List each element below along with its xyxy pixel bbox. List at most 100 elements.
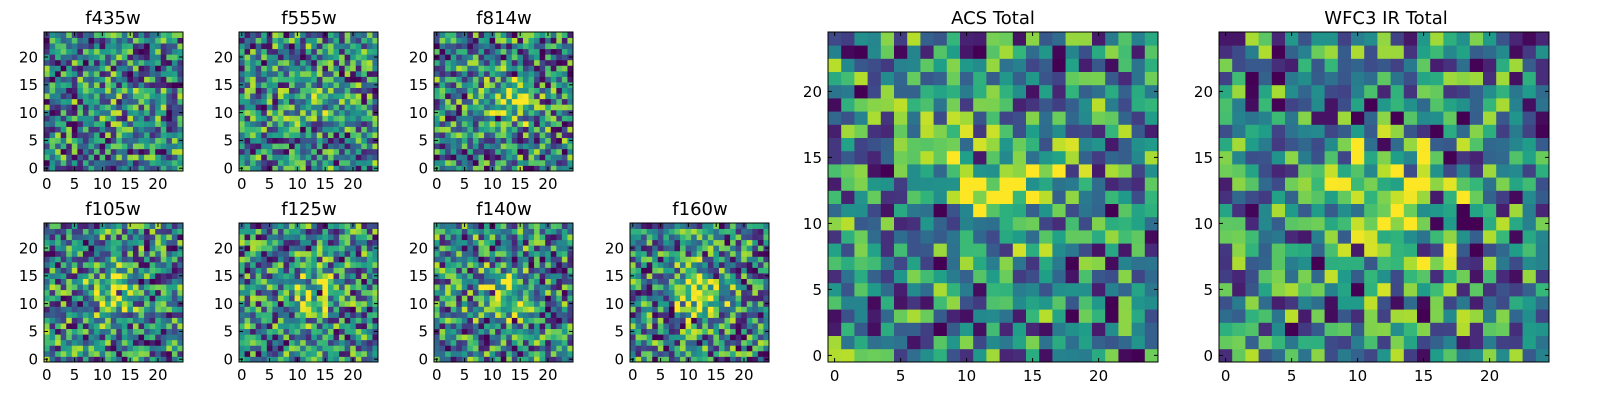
heatmap-cell — [545, 115, 552, 122]
heatmap-cell — [283, 126, 290, 133]
heatmap-cell — [239, 59, 245, 66]
heatmap-cell — [534, 223, 541, 229]
heatmap-cell — [489, 43, 496, 50]
heatmap-cell — [327, 82, 334, 88]
heatmap-cell — [244, 317, 251, 324]
y-tick-label: 0 — [223, 159, 233, 177]
heatmap-cell — [116, 239, 123, 246]
heatmap-cells — [44, 223, 184, 363]
heatmap-cell — [88, 273, 95, 279]
heatmap-cell — [244, 273, 251, 279]
heatmap-cell — [517, 317, 524, 324]
heatmap-cell — [266, 239, 273, 246]
heatmap-cell — [707, 250, 714, 257]
heatmap-cell — [71, 120, 78, 127]
heatmap-cell — [702, 323, 709, 330]
heatmap-cell — [511, 289, 518, 296]
heatmap-cell — [534, 323, 541, 330]
heatmap-cell — [663, 295, 670, 302]
heatmap-cell — [522, 43, 529, 50]
heatmap-cell — [272, 256, 279, 263]
y-tick-label: 20 — [409, 239, 428, 257]
heatmap-cell — [239, 311, 245, 318]
heatmap-cell — [439, 54, 446, 61]
heatmap-cell — [121, 295, 128, 302]
heatmap-cell — [49, 323, 56, 330]
heatmap-cell — [255, 223, 262, 229]
heatmap-cell — [489, 267, 496, 274]
heatmap-cell — [300, 273, 307, 279]
heatmap-cell — [933, 296, 948, 310]
heatmap-cell — [539, 261, 546, 268]
heatmap-cell — [55, 334, 62, 341]
heatmap-cell — [1026, 230, 1040, 244]
heatmap-cell — [250, 109, 257, 116]
heatmap-cell — [144, 65, 151, 72]
heatmap-cell — [71, 267, 78, 274]
heatmap-cell — [160, 356, 167, 363]
heatmap-cell — [646, 228, 653, 235]
heatmap-cell — [1144, 230, 1159, 244]
heatmap-cell — [155, 65, 162, 72]
heatmap-cell — [344, 261, 351, 268]
heatmap-cell — [250, 104, 257, 111]
heatmap-cell — [1105, 203, 1119, 218]
heatmap-cell — [311, 239, 318, 246]
heatmap-cell — [933, 177, 948, 191]
heatmap-cell — [366, 43, 373, 50]
heatmap-cell — [60, 350, 67, 357]
heatmap-cell — [149, 317, 156, 324]
heatmap-cell — [255, 165, 262, 172]
heatmap-cell — [289, 54, 295, 61]
heatmap-cell — [177, 289, 184, 296]
heatmap-cell — [434, 278, 440, 285]
heatmap-cell — [461, 120, 468, 127]
heatmap-cell — [239, 345, 245, 352]
heatmap-cell — [685, 300, 692, 307]
heatmap-cell — [344, 120, 351, 127]
heatmap-cell — [999, 348, 1014, 363]
heatmap-cell — [1026, 335, 1040, 350]
heatmap-cell — [657, 300, 664, 307]
heatmap-cell — [127, 345, 134, 352]
heatmap-cell — [355, 120, 362, 127]
heatmap-cell — [668, 289, 675, 296]
heatmap-cell — [327, 317, 334, 324]
heatmap-cell — [685, 339, 692, 346]
heatmap-cell — [361, 93, 368, 100]
heatmap-cell — [244, 143, 251, 150]
heatmap-cell — [467, 356, 474, 363]
heatmap-cell — [484, 148, 490, 155]
heatmap-cell — [680, 334, 686, 341]
heatmap-cell — [920, 256, 934, 270]
heatmap-cell — [741, 267, 748, 274]
heatmap-cell — [71, 93, 78, 100]
heatmap-cell — [522, 32, 529, 38]
heatmap-cell — [144, 104, 151, 111]
heatmap-cell — [121, 143, 128, 150]
heatmap-cell — [77, 261, 84, 268]
heatmap-cell — [500, 306, 507, 313]
heatmap-cell — [500, 148, 507, 155]
heatmap-cell — [1065, 190, 1080, 204]
heatmap-cell — [635, 261, 642, 268]
heatmap-cell — [534, 250, 541, 257]
heatmap-cell — [155, 43, 162, 50]
heatmap-cell — [355, 104, 362, 111]
heatmap-cell — [545, 54, 552, 61]
heatmap-cell — [495, 76, 502, 83]
heatmap-cell — [539, 43, 546, 50]
heatmap-cell — [1078, 348, 1093, 363]
heatmap-cell — [361, 306, 368, 313]
heatmap-cell — [434, 132, 440, 139]
heatmap-cell — [77, 43, 84, 50]
heatmap-cell — [44, 59, 50, 66]
heatmap-cell — [450, 311, 457, 318]
heatmap-cell — [110, 109, 117, 116]
heatmap-cell — [456, 159, 463, 166]
heatmap-cell — [149, 59, 156, 66]
heatmap-cell — [372, 250, 379, 257]
heatmap-cell — [550, 245, 557, 252]
heatmap-cell — [316, 311, 323, 318]
heatmap-cell — [506, 93, 513, 100]
